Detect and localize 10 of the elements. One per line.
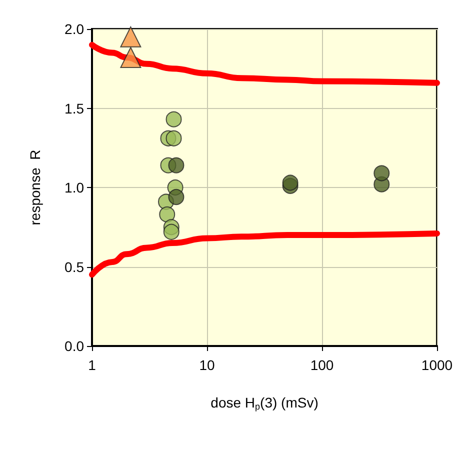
y-tick-label: 1.5 bbox=[64, 100, 84, 116]
y-tick-label: 0.5 bbox=[64, 258, 84, 275]
y-axis-title: response R bbox=[27, 150, 43, 226]
x-tick-label: 100 bbox=[310, 357, 334, 373]
x-tick-label: 1 bbox=[88, 357, 96, 373]
x-tick-label: 10 bbox=[199, 357, 215, 373]
y-tick-label: 1.0 bbox=[64, 180, 84, 196]
y-tick-label: 0.0 bbox=[64, 338, 84, 354]
y-tick-label: 2.0 bbox=[64, 21, 84, 37]
x-tick-label: 1000 bbox=[421, 357, 453, 373]
